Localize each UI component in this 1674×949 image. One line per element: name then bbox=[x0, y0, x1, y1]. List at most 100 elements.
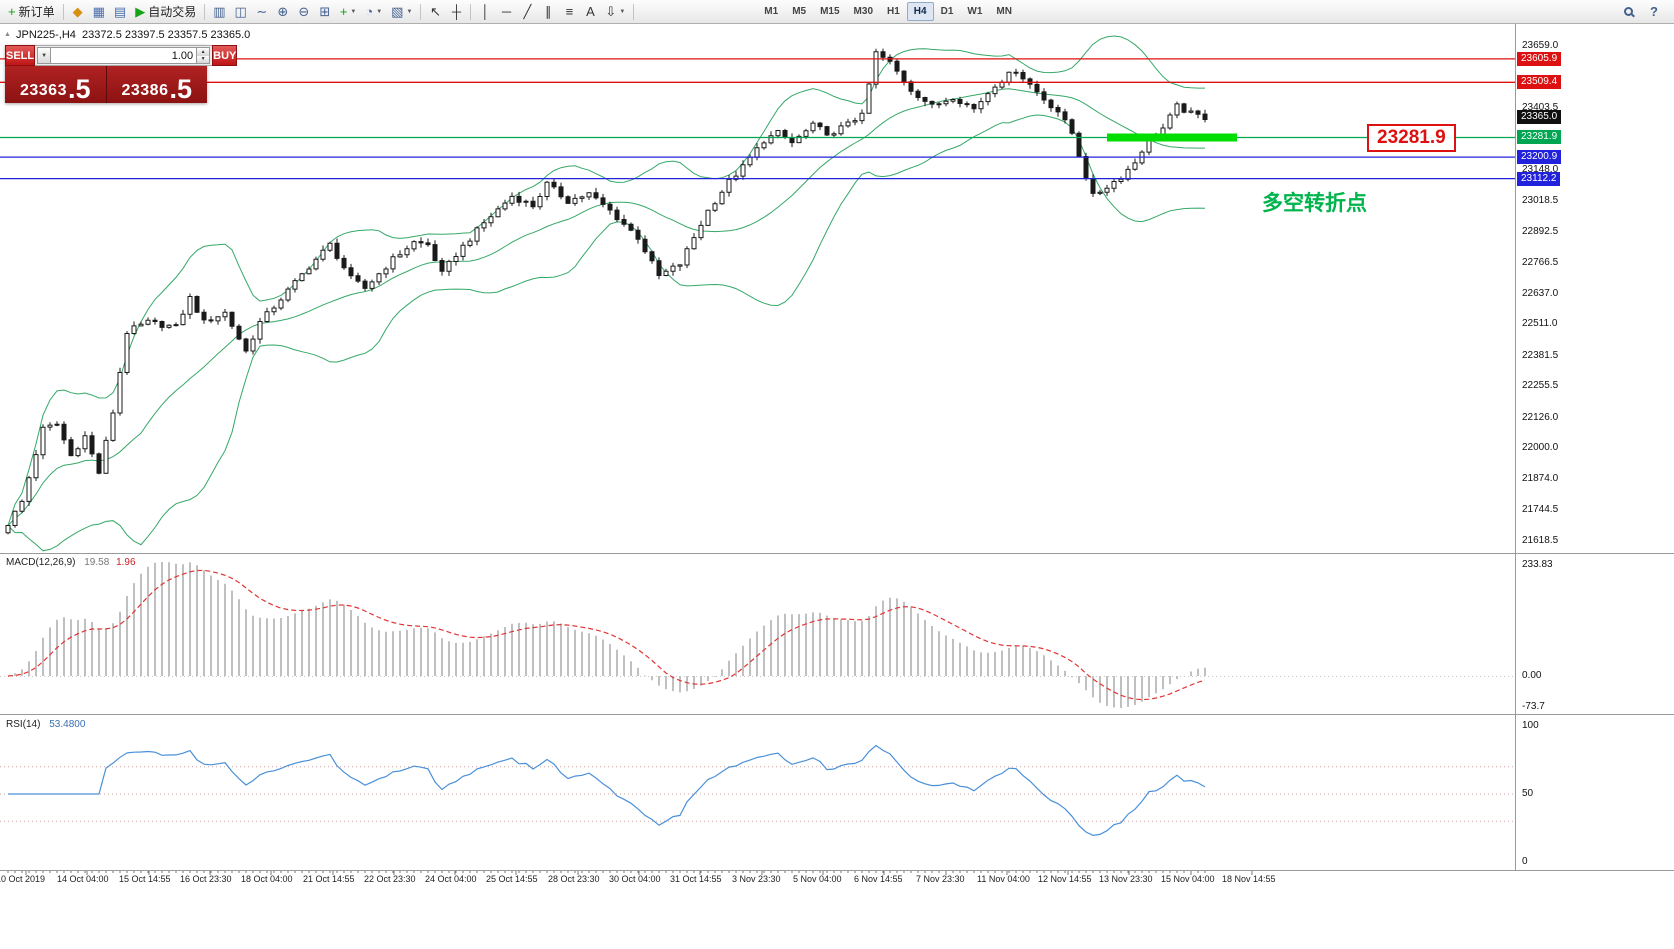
timeframe-group: M1 M5 M15 M30 H1 H4 D1 W1 MN bbox=[757, 2, 1019, 21]
templates-button[interactable]: ▧ ▼ bbox=[387, 2, 416, 22]
cursor-button[interactable]: ↖ bbox=[425, 2, 445, 22]
new-order-icon: + bbox=[8, 4, 16, 19]
horizontal-line-icon: ─ bbox=[501, 4, 512, 19]
data-window-button[interactable]: ▦ bbox=[89, 2, 109, 22]
zoom-out-button[interactable]: ⊖ bbox=[294, 2, 314, 22]
chart-canvas[interactable] bbox=[0, 24, 1674, 949]
cursor-icon: ↖ bbox=[429, 4, 441, 19]
pane-borders bbox=[0, 24, 1674, 871]
buy-price-display[interactable]: 23386.5 bbox=[106, 66, 207, 104]
timeframe-h4[interactable]: H4 bbox=[906, 2, 934, 21]
timeframe-d1[interactable]: D1 bbox=[940, 6, 954, 17]
tile-windows-button[interactable]: ⊞ bbox=[315, 2, 335, 22]
trade-panel-price-row: 23363.5 23386.5 bbox=[5, 66, 207, 103]
timeframe-w1[interactable]: W1 bbox=[967, 6, 983, 17]
sell-button[interactable]: SELL bbox=[5, 45, 36, 66]
line-chart-icon: ∼ bbox=[256, 4, 268, 19]
periods-icon: ◔ bbox=[365, 4, 374, 19]
timeframe-m30[interactable]: M30 bbox=[853, 6, 873, 17]
time-axis-label: 16 Oct 23:30 bbox=[180, 874, 232, 884]
search-button[interactable] bbox=[1618, 2, 1638, 22]
time-axis-label: 22 Oct 23:30 bbox=[364, 874, 416, 884]
channel-button[interactable]: ∥ bbox=[538, 2, 558, 22]
timeframe-mn[interactable]: MN bbox=[996, 6, 1012, 17]
crosshair-button[interactable]: ┼ bbox=[446, 2, 466, 22]
price-axis-label: 22766.5 bbox=[1522, 257, 1559, 268]
volume-input[interactable] bbox=[51, 47, 198, 64]
dropdown-caret-icon: ▼ bbox=[406, 8, 413, 15]
line-chart-button[interactable]: ∼ bbox=[252, 2, 272, 22]
volume-preset-dropdown[interactable]: ▼ bbox=[37, 47, 52, 64]
time-axis-label: 5 Nov 04:00 bbox=[793, 874, 842, 884]
dropdown-caret-icon: ▼ bbox=[376, 8, 383, 15]
price-axis: 23659.0 23403.5 23148.0 23018.5 22892.5 22766… bbox=[1516, 24, 1674, 892]
volume-decrease-button[interactable]: ▼ bbox=[197, 55, 210, 63]
zoom-out-icon: ⊖ bbox=[298, 4, 310, 19]
rsi-line bbox=[8, 744, 1206, 837]
timeframe-h1[interactable]: H1 bbox=[887, 6, 900, 17]
horizontal-line-button[interactable]: ─ bbox=[496, 2, 516, 22]
one-click-collapse-icon[interactable]: ▲ bbox=[4, 31, 11, 38]
text-button[interactable]: A bbox=[580, 2, 600, 22]
indicators-button[interactable]: + ▼ bbox=[336, 2, 361, 22]
ohlc-values-label: 23372.5 23397.5 23357.5 23365.0 bbox=[82, 29, 251, 41]
help-button[interactable]: ? bbox=[1644, 2, 1664, 22]
trendline-button[interactable]: ╱ bbox=[517, 2, 537, 22]
time-axis-label: 15 Oct 14:55 bbox=[119, 874, 171, 884]
text-icon: A bbox=[586, 4, 595, 19]
price-axis-label: 22126.0 bbox=[1522, 412, 1559, 423]
navigator-button[interactable]: ▤ bbox=[110, 2, 130, 22]
candlestick-chart-button[interactable]: ◫ bbox=[231, 2, 251, 22]
sell-price-display[interactable]: 23363.5 bbox=[5, 66, 106, 103]
channel-icon: ∥ bbox=[545, 4, 552, 19]
turning-point-annotation[interactable]: 多空转折点 bbox=[1262, 192, 1367, 215]
time-axis-label: 7 Nov 23:30 bbox=[916, 874, 965, 884]
price-tag: 23200.9 bbox=[1517, 150, 1562, 164]
bollinger-bands bbox=[7, 35, 1206, 552]
sell-price-main: 23363 bbox=[19, 82, 67, 99]
price-axis-label: 22381.5 bbox=[1522, 350, 1559, 361]
price-axis-label: 23018.5 bbox=[1522, 195, 1559, 206]
time-axis-label: 24 Oct 04:00 bbox=[425, 874, 477, 884]
arrows-button[interactable]: ⇩ ▼ bbox=[601, 2, 629, 22]
bar-chart-icon: ▥ bbox=[213, 4, 226, 19]
horizontal-level-lines[interactable] bbox=[0, 58, 1515, 180]
autotrading-button[interactable]: ▶ 自动交易 bbox=[131, 2, 200, 22]
toolbar-separator bbox=[420, 3, 422, 20]
price-axis-label: 21618.5 bbox=[1522, 535, 1559, 546]
volume-increase-button[interactable]: ▲ bbox=[197, 48, 210, 56]
timeframe-m5[interactable]: M5 bbox=[792, 6, 807, 17]
market-watch-button[interactable]: ◆ bbox=[68, 2, 88, 22]
indicator-axis-label: 0.00 bbox=[1522, 670, 1542, 681]
macd-indicator-label: MACD(12,26,9) 19.58 1.96 bbox=[6, 557, 136, 568]
time-axis-label: 3 Nov 23:30 bbox=[732, 874, 781, 884]
timeframe-m1[interactable]: M1 bbox=[764, 6, 779, 17]
price-axis-label: 22000.0 bbox=[1522, 442, 1559, 453]
rsi-indicator-label: RSI(14) 53.4800 bbox=[6, 719, 85, 730]
vertical-line-button[interactable]: │ bbox=[475, 2, 495, 22]
navigator-icon: ▤ bbox=[113, 4, 127, 19]
periods-button[interactable]: ◔ ▼ bbox=[361, 2, 386, 22]
support-highlight-bar[interactable] bbox=[1107, 133, 1237, 142]
zoom-in-button[interactable]: ⊕ bbox=[273, 2, 293, 22]
fibonacci-button[interactable]: ≡ bbox=[559, 2, 579, 22]
new-order-button[interactable]: + 新订单 bbox=[4, 2, 59, 22]
price-axis-label: 23403.5 bbox=[1522, 102, 1559, 113]
trade-panel-top-row: SELL ▼ ▲ ▼ BUY bbox=[5, 45, 238, 66]
price-level-annotation[interactable]: 23281.9 bbox=[1367, 124, 1456, 152]
indicators-icon: + bbox=[339, 4, 348, 19]
autotrading-button-label: 自动交易 bbox=[148, 5, 197, 19]
bar-chart-button[interactable]: ▥ bbox=[209, 2, 229, 22]
price-tag: 23365.0 bbox=[1517, 110, 1562, 124]
time-axis-label: 6 Nov 14:55 bbox=[854, 874, 903, 884]
buy-price-pips: .5 bbox=[169, 74, 193, 104]
sell-price-pips: .5 bbox=[67, 74, 91, 104]
time-axis-label: 13 Nov 23:30 bbox=[1099, 874, 1153, 884]
candlestick-chart-icon: ◫ bbox=[234, 4, 247, 19]
timeframe-m15[interactable]: M15 bbox=[820, 6, 840, 17]
chart-title: JPN225-,H4 23372.5 23397.5 23357.5 23365… bbox=[16, 29, 250, 41]
tile-windows-icon: ⊞ bbox=[319, 4, 331, 19]
time-axis-label: 10 Oct 2019 bbox=[0, 874, 46, 884]
toolbar: + 新订单 ◆ ▦ ▤ ▶ 自动交易 ▥ ◫ ∼ ⊕ ⊖ ⊞ + ▼ ◔ ▼ ▧ ▼ ↖ ┼ │ ─ ╱ ∥ ≡ A ⇩ ▼ M1 M5 M… bbox=[0, 0, 1674, 24]
buy-button[interactable]: BUY bbox=[212, 45, 238, 66]
